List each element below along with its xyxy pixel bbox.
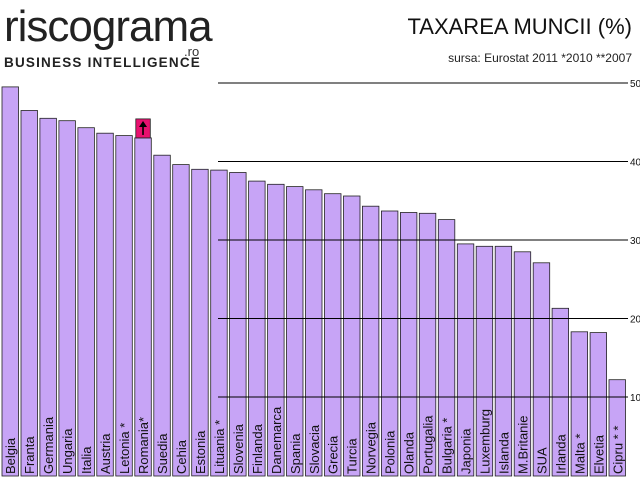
bar-21 <box>399 212 418 477</box>
bar-6 <box>115 135 133 477</box>
category-label: Luxemburg <box>478 409 493 474</box>
category-label: Slovenia <box>231 423 246 474</box>
bar-27 <box>513 251 532 477</box>
category-label: Italia <box>79 446 94 474</box>
bar-24 <box>456 243 475 477</box>
category-label: Malta * <box>572 434 587 474</box>
y-tick-label: 40 <box>630 158 640 169</box>
category-label: Danemarca <box>269 406 284 474</box>
category-label: Irlanda <box>553 433 568 474</box>
category-label: Franta <box>22 436 37 474</box>
category-label: Finlanda <box>250 423 265 474</box>
category-label: Austria <box>98 433 113 474</box>
bar-10 <box>191 168 209 477</box>
category-label: Germania <box>41 416 56 474</box>
riscograma-logo: riscograma .ro BUSINESS INTELLIGENCE <box>4 2 214 70</box>
bar-0 <box>1 86 19 477</box>
bar-9 <box>172 164 190 477</box>
category-label: Bulgaria * <box>440 418 455 474</box>
bar-32 <box>608 379 626 477</box>
bar-3 <box>58 120 76 477</box>
bar-30 <box>570 331 588 477</box>
category-label: M.Britanie <box>515 415 530 474</box>
logo-text: riscograma <box>4 2 213 51</box>
bar-12 <box>229 172 247 477</box>
category-label: Cehia <box>174 439 189 474</box>
y-tick-label: 20 <box>630 315 640 326</box>
bar-28 <box>532 262 551 477</box>
bar-14 <box>267 183 285 477</box>
up-arrow-icon <box>135 118 151 139</box>
category-label: Lituania * <box>212 420 227 474</box>
bar-26 <box>494 245 513 477</box>
category-label: Cipru * * <box>610 426 625 474</box>
bar-25 <box>475 245 494 477</box>
category-label: Japonia <box>459 428 474 474</box>
category-label: SUA <box>534 447 549 474</box>
category-label: Polonia <box>383 430 398 474</box>
bar-4 <box>77 127 95 477</box>
logo-domain: .ro <box>184 44 200 59</box>
bar-17 <box>324 193 342 477</box>
bar-23 <box>437 219 456 477</box>
y-tick-label: 50 <box>630 79 640 90</box>
bar-1 <box>20 110 38 477</box>
category-label: Estonia <box>193 430 208 474</box>
chart-title: TAXAREA MUNCII (%) <box>407 14 632 39</box>
category-label: Romania* <box>136 417 151 474</box>
category-label: Belgia <box>3 437 18 474</box>
category-label: Letonia * <box>117 423 132 474</box>
category-label: Islanda <box>496 431 511 474</box>
bar-13 <box>248 180 266 477</box>
bar-31 <box>589 332 607 477</box>
bar-19 <box>361 205 380 477</box>
category-label: Spania <box>288 433 303 474</box>
bar-29 <box>551 307 569 477</box>
category-label: Grecia <box>326 435 341 474</box>
bar-11 <box>210 169 228 477</box>
category-label: Elvetia <box>591 434 606 474</box>
category-label: Ungaria <box>60 428 75 474</box>
category-label: Turcia <box>345 438 360 474</box>
bar-16 <box>305 189 323 477</box>
bar-22 <box>418 212 437 477</box>
chart-source: sursa: Eurostat 2011 *2010 **2007 <box>448 51 632 65</box>
y-tick-label: 30 <box>630 236 640 247</box>
category-label: Portugalia <box>421 415 436 474</box>
logo-wordmark: riscograma <box>4 2 213 52</box>
bar-8 <box>153 154 171 477</box>
bar-18 <box>343 195 361 477</box>
bar-20 <box>380 210 399 477</box>
bar-2 <box>39 117 57 477</box>
logo-subtitle: BUSINESS INTELLIGENCE <box>4 55 201 70</box>
category-label: Suedia <box>155 433 170 474</box>
y-tick-label: 10 <box>630 393 640 404</box>
bar-15 <box>286 186 304 477</box>
category-label: Slovacia <box>307 424 322 474</box>
category-label: Norvegia <box>364 421 379 474</box>
bar-5 <box>96 132 114 477</box>
category-label: Olanda <box>402 431 417 474</box>
